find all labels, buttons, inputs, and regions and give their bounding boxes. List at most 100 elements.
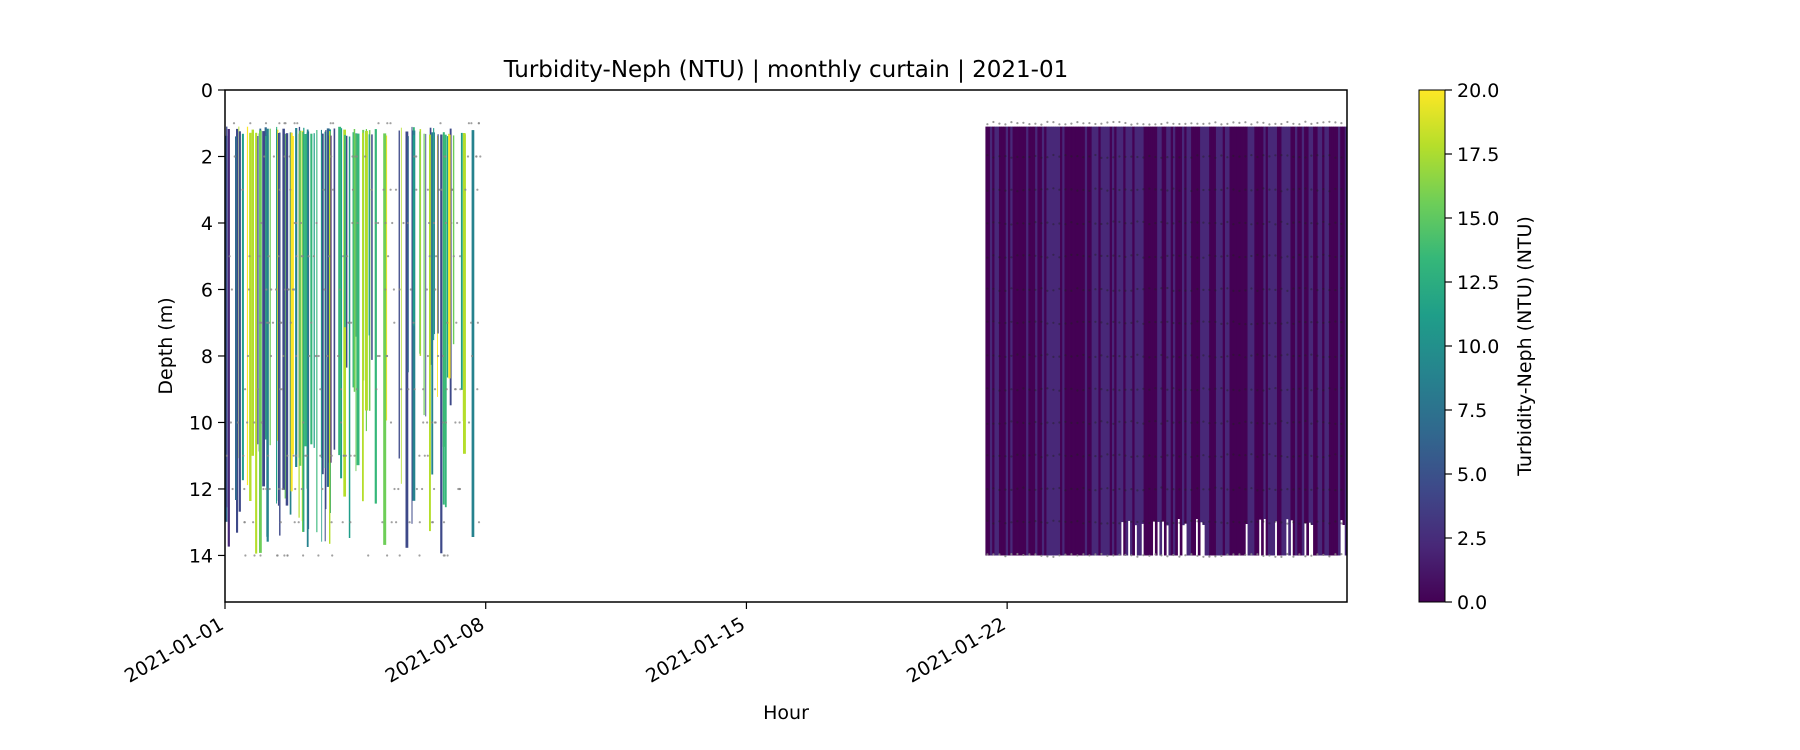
y-tick-label: 2	[201, 146, 213, 168]
sample-point	[244, 554, 247, 557]
sample-point	[1112, 454, 1115, 457]
sample-point	[1292, 555, 1295, 558]
curtain-column	[1057, 126, 1061, 556]
sample-point	[1250, 223, 1253, 226]
curtain-column	[1157, 126, 1160, 522]
sample-point	[1214, 188, 1217, 191]
sample-point	[1322, 155, 1325, 158]
sample-point	[1046, 353, 1049, 356]
sample-point	[1316, 520, 1319, 523]
curtain-column	[1206, 126, 1210, 556]
sample-point	[1310, 255, 1313, 258]
sample-point	[1280, 354, 1283, 357]
sample-point	[1274, 422, 1277, 425]
sample-point	[1112, 354, 1115, 358]
sample-point	[1106, 121, 1109, 124]
sample-point	[286, 454, 289, 457]
sample-point	[1292, 521, 1295, 524]
sample-point	[1340, 255, 1343, 258]
curtain-column	[1003, 126, 1007, 556]
sample-point	[1064, 454, 1067, 457]
sample-point	[242, 454, 245, 457]
sample-point	[477, 122, 480, 125]
sample-point	[1148, 554, 1151, 557]
colorbar-tick-label: 20.0	[1457, 80, 1499, 102]
sample-point	[415, 188, 418, 191]
sample-point	[1022, 520, 1025, 524]
sample-point	[1250, 553, 1253, 556]
curtain-column	[1105, 126, 1108, 556]
sample-point	[1142, 123, 1145, 126]
sample-point	[1100, 455, 1103, 458]
sample-point	[236, 421, 239, 424]
sample-point	[1148, 223, 1151, 226]
profile-stripe	[460, 132, 463, 390]
sample-point	[1088, 122, 1091, 125]
curtain-column	[1256, 126, 1260, 556]
sample-point	[1286, 353, 1289, 356]
profile-stripe	[316, 130, 318, 533]
sample-point	[312, 255, 315, 258]
sample-point	[1094, 288, 1097, 291]
sample-point	[1244, 488, 1247, 491]
curtain-column	[1204, 126, 1208, 556]
sample-point	[1064, 223, 1067, 226]
sample-point	[1220, 222, 1223, 225]
sample-point	[1340, 354, 1343, 357]
sample-point	[1016, 389, 1019, 392]
curtain-column	[1091, 126, 1095, 556]
sample-point	[1202, 122, 1205, 125]
sample-point	[1148, 123, 1151, 126]
profile-stripe	[446, 136, 449, 378]
sample-point	[1238, 454, 1241, 457]
sample-point	[1124, 121, 1127, 125]
sample-point	[1190, 519, 1193, 523]
profile-stripe	[276, 129, 279, 441]
sample-point	[1208, 222, 1211, 225]
curtain-column	[1279, 126, 1282, 556]
sample-point	[1208, 254, 1211, 257]
sample-point	[1100, 487, 1103, 490]
sample-point	[1202, 454, 1205, 457]
profile-stripe	[345, 135, 348, 368]
sample-point	[1106, 554, 1109, 557]
curtain-column	[1285, 126, 1289, 520]
sample-point	[1340, 454, 1343, 458]
curtain-column	[1168, 126, 1172, 556]
sample-point	[1052, 153, 1055, 157]
sample-point	[1262, 389, 1265, 392]
sample-point	[1238, 256, 1241, 259]
sample-point	[1304, 222, 1307, 225]
sample-point	[1190, 255, 1193, 258]
curtain-column	[1100, 126, 1104, 556]
sample-point	[386, 122, 389, 125]
sample-point	[1268, 487, 1271, 490]
sample-point	[1250, 421, 1253, 424]
sample-point	[367, 554, 370, 557]
sample-point	[1256, 322, 1259, 325]
sample-point	[1256, 289, 1259, 292]
sample-point	[1262, 354, 1265, 357]
sample-point	[1238, 221, 1241, 224]
sample-point	[1154, 387, 1157, 390]
sample-point	[1046, 188, 1049, 191]
sample-point	[1250, 388, 1253, 391]
sample-point	[1184, 488, 1187, 491]
colorbar-gradient	[1418, 89, 1446, 603]
sample-point	[1142, 322, 1145, 325]
sample-point	[998, 389, 1001, 392]
sample-point	[1202, 521, 1205, 524]
sample-point	[1304, 354, 1307, 357]
sample-point	[1112, 388, 1115, 391]
sample-point	[1178, 254, 1181, 257]
sample-point	[279, 321, 282, 324]
profile-stripe	[308, 131, 310, 530]
sample-point	[1082, 455, 1085, 458]
sample-point	[1310, 488, 1313, 491]
sample-point	[1136, 489, 1139, 492]
sample-point	[1196, 356, 1199, 359]
sample-point	[992, 156, 995, 159]
sample-point	[1052, 253, 1055, 256]
curtain-column	[1170, 126, 1174, 556]
sample-point	[1340, 553, 1343, 556]
